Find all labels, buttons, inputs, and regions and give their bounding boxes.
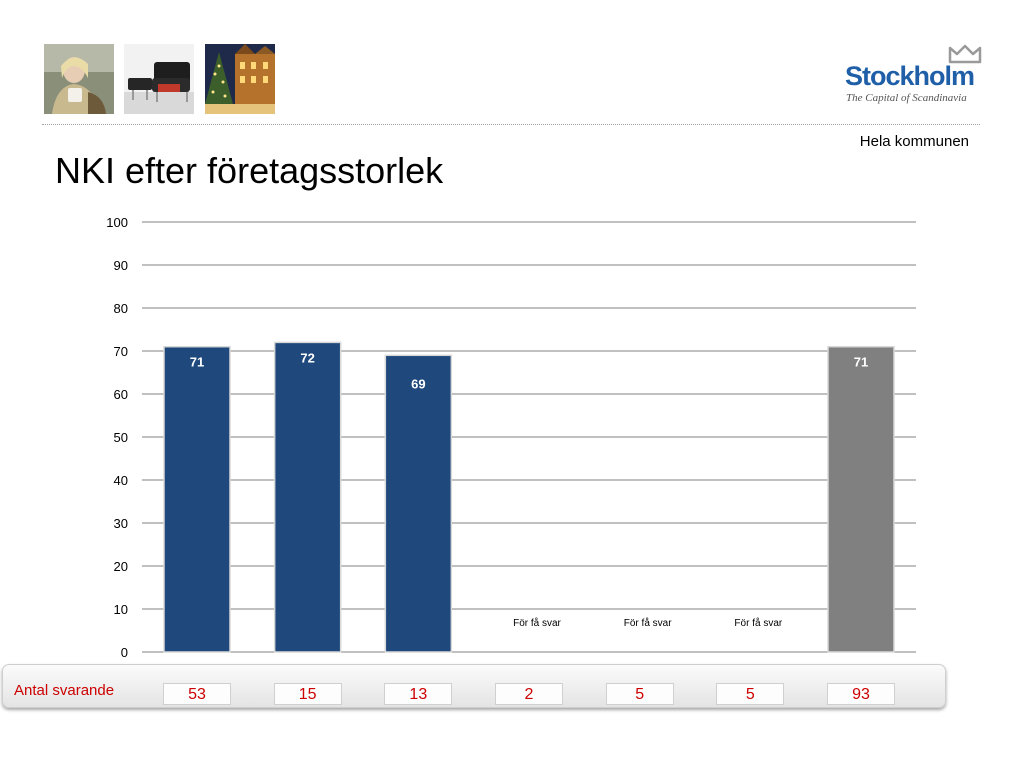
- bars: [163, 341, 895, 653]
- y-tick-label: 80: [114, 301, 128, 316]
- respondents-label: Antal svarande: [14, 682, 115, 699]
- data-labels: 71 72 69 För få svar För få svar För få svar 7…: [190, 350, 868, 629]
- respondents-panel: [2, 664, 946, 708]
- respondent-count: 93: [827, 683, 895, 705]
- bar-11-50: [384, 354, 453, 653]
- y-tick-label: 40: [114, 473, 128, 488]
- lounge-chair-photo: [124, 44, 194, 114]
- y-axis-ticks: 0 10 20 30 40 50 60 70 80 90 100: [106, 215, 128, 660]
- data-label-insufficient: För få svar: [624, 617, 672, 629]
- data-label: 69: [411, 376, 425, 391]
- respondent-count: 5: [605, 683, 674, 705]
- respondent-count: 2: [495, 683, 563, 705]
- respondent-count: 15: [273, 683, 342, 705]
- data-label-insufficient: För få svar: [513, 617, 561, 629]
- y-tick-label: 20: [114, 559, 128, 574]
- y-tick-label: 60: [114, 387, 128, 402]
- y-tick-label: 50: [114, 430, 128, 445]
- data-label: 71: [190, 355, 204, 370]
- logo-wordmark: Stockholm: [845, 61, 975, 91]
- woman-with-mug-photo: [44, 44, 114, 114]
- respondent-count: 53: [163, 683, 231, 705]
- y-tick-label: 90: [114, 258, 128, 273]
- y-tick-label: 30: [114, 516, 128, 531]
- header-divider: [42, 124, 980, 125]
- y-tick-label: 0: [121, 645, 128, 660]
- page-title: NKI efter företagsstorlek: [55, 150, 444, 191]
- bar-1-5: [163, 345, 231, 653]
- data-label-insufficient: För få svar: [734, 617, 782, 629]
- bar-6-10: [273, 341, 342, 653]
- christmas-square-photo: [205, 44, 275, 114]
- bar-Samtliga: [827, 345, 895, 653]
- stockholm-logo: Stockholm The Capital of Scandinavia: [843, 44, 983, 108]
- respondent-count: 5: [716, 683, 785, 705]
- y-tick-label: 100: [106, 215, 128, 230]
- y-tick-label: 10: [114, 602, 128, 617]
- data-label: 71: [854, 355, 868, 370]
- data-label: 72: [300, 350, 314, 365]
- respondent-count: 13: [384, 683, 453, 705]
- y-tick-label: 70: [114, 344, 128, 359]
- gridlines: [142, 221, 916, 653]
- logo-tagline: The Capital of Scandinavia: [846, 92, 967, 104]
- scope-label: Hela kommunen: [859, 133, 969, 150]
- crown-icon: [948, 44, 982, 64]
